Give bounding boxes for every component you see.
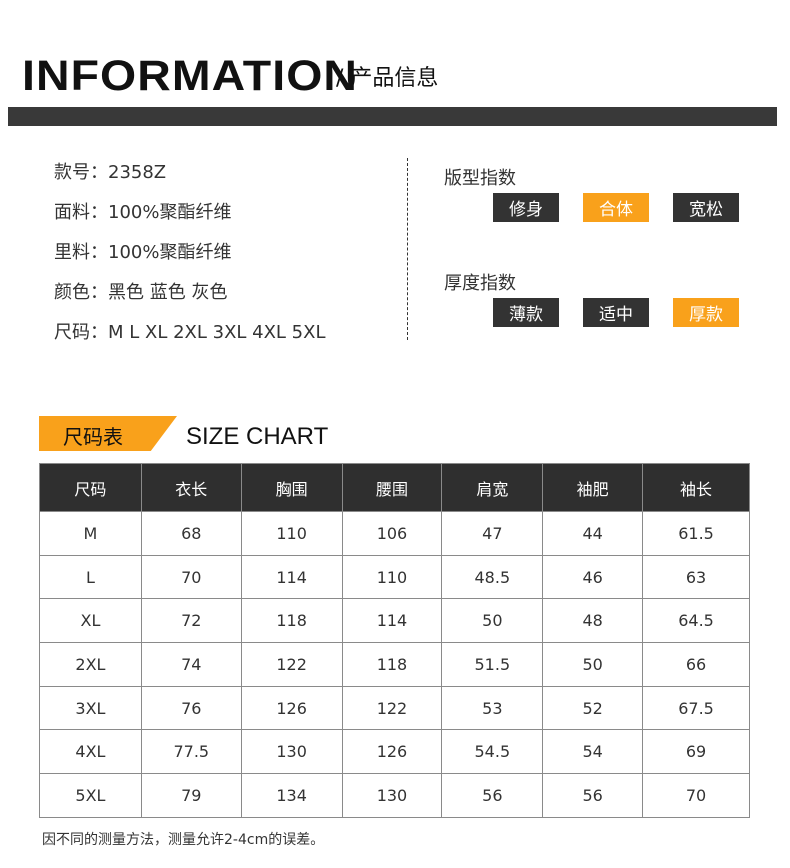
dashed-divider <box>407 158 408 340</box>
table-header: 尺码 衣长 胸围 腰围 肩宽 袖肥 袖长 <box>39 463 750 512</box>
table-cell: 77.5 <box>140 729 242 775</box>
table-cell: 110 <box>240 511 343 556</box>
table-cell: 47 <box>441 511 544 556</box>
table-cell: 70 <box>140 554 242 600</box>
table-row: XL 72 118 114 50 48 64.5 <box>39 598 750 644</box>
table-cell: 67.5 <box>642 685 750 731</box>
table-cell: XL <box>39 598 142 644</box>
table-cell: 110 <box>341 554 443 600</box>
table-cell: 70 <box>642 773 750 818</box>
table-cell: 63 <box>642 554 750 600</box>
size-chart-title: SIZE CHART <box>186 423 329 450</box>
info-row: 尺码：M L XL 2XL 3XL 4XL 5XL <box>54 322 326 343</box>
table-cell: 118 <box>341 642 443 687</box>
table-cell: 68 <box>140 511 242 556</box>
index-option: 厚款 <box>673 298 739 327</box>
size-chart-tag: 尺码表 <box>39 416 177 451</box>
table-cell: 3XL <box>39 685 142 731</box>
column-header: 胸围 <box>240 463 343 512</box>
info-row: 面料：100%聚酯纤维 <box>54 202 232 223</box>
size-table: 尺码 衣长 胸围 腰围 肩宽 袖肥 袖长 M 68 110 106 47 44 61.5 L 70 114 11… <box>39 463 750 818</box>
table-cell: 134 <box>240 773 343 818</box>
table-row: 5XL 79 134 130 56 56 70 <box>39 773 750 818</box>
table-cell: 130 <box>240 729 343 775</box>
table-cell: 51.5 <box>441 642 544 687</box>
table-cell: L <box>39 554 142 600</box>
index-option: 薄款 <box>493 298 559 327</box>
table-cell: 4XL <box>39 729 142 775</box>
table-cell: 61.5 <box>642 511 750 556</box>
table-cell: 114 <box>341 598 443 644</box>
info-row: 里料：100%聚酯纤维 <box>54 242 232 263</box>
table-cell: 126 <box>341 729 443 775</box>
table-row: 3XL 76 126 122 53 52 67.5 <box>39 685 750 731</box>
table-cell: 56 <box>542 773 644 818</box>
table-row: L 70 114 110 48.5 46 63 <box>39 554 750 600</box>
table-cell: 50 <box>441 598 544 644</box>
table-cell: 69 <box>642 729 750 775</box>
table-cell: 48.5 <box>441 554 544 600</box>
table-cell: 53 <box>441 685 544 731</box>
table-row: M 68 110 106 47 44 61.5 <box>39 511 750 556</box>
table-cell: 106 <box>341 511 443 556</box>
table-cell: 130 <box>341 773 443 818</box>
table-cell: 48 <box>542 598 644 644</box>
thickness-index-title: 厚度指数 <box>444 273 516 294</box>
table-row: 2XL 74 122 118 51.5 50 66 <box>39 642 750 687</box>
index-option: 修身 <box>493 193 559 222</box>
header-bar <box>8 107 777 126</box>
index-option: 适中 <box>583 298 649 327</box>
table-cell: 44 <box>542 511 644 556</box>
column-header: 肩宽 <box>441 463 544 512</box>
table-cell: 66 <box>642 642 750 687</box>
table-cell: 122 <box>240 642 343 687</box>
column-header: 尺码 <box>39 463 142 512</box>
index-option: 合体 <box>583 193 649 222</box>
column-header: 袖长 <box>642 463 750 512</box>
table-cell: 50 <box>542 642 644 687</box>
table-cell: 122 <box>341 685 443 731</box>
page-title: INFORMATION <box>22 52 359 100</box>
column-header: 袖肥 <box>542 463 644 512</box>
table-row: 4XL 77.5 130 126 54.5 54 69 <box>39 729 750 775</box>
page-subtitle: / 产品信息 <box>336 66 439 91</box>
info-row: 款号：2358Z <box>54 162 167 183</box>
table-cell: 52 <box>542 685 644 731</box>
column-header: 衣长 <box>140 463 242 512</box>
table-cell: 2XL <box>39 642 142 687</box>
table-cell: 5XL <box>39 773 142 818</box>
table-cell: 79 <box>140 773 242 818</box>
table-cell: 72 <box>140 598 242 644</box>
table-cell: 118 <box>240 598 343 644</box>
table-cell: 64.5 <box>642 598 750 644</box>
column-header: 腰围 <box>341 463 443 512</box>
table-cell: 74 <box>140 642 242 687</box>
table-cell: 126 <box>240 685 343 731</box>
table-cell: 56 <box>441 773 544 818</box>
table-cell: M <box>39 511 142 556</box>
table-cell: 76 <box>140 685 242 731</box>
table-cell: 46 <box>542 554 644 600</box>
table-cell: 114 <box>240 554 343 600</box>
fit-index-title: 版型指数 <box>444 168 516 189</box>
table-cell: 54 <box>542 729 644 775</box>
measurement-note: 因不同的测量方法，测量允许2-4cm的误差。 <box>42 832 325 848</box>
index-option: 宽松 <box>673 193 739 222</box>
info-row: 颜色：黑色 蓝色 灰色 <box>54 282 228 303</box>
table-cell: 54.5 <box>441 729 544 775</box>
